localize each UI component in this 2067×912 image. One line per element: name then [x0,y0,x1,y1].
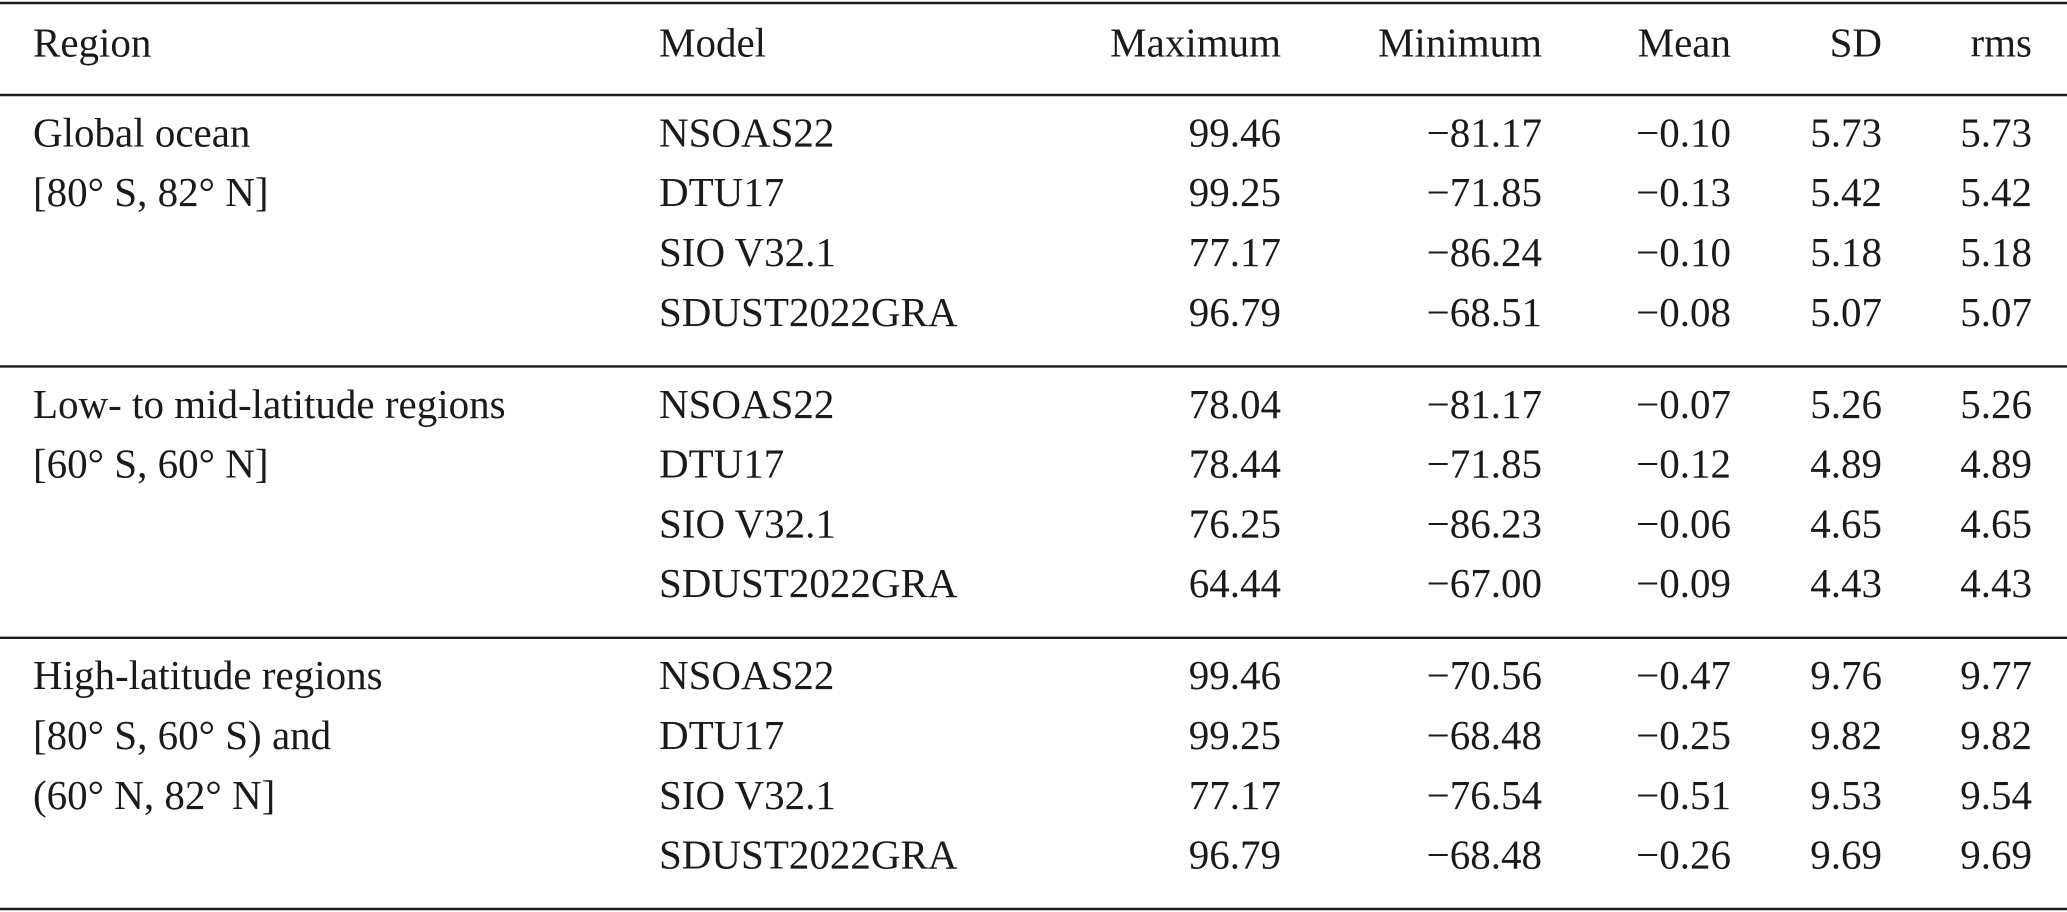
value-cell: 4.43 [1960,560,2032,606]
value-cell: 99.25 [1189,712,1281,758]
region-cell: (60° N, 82° N] [33,772,275,818]
value-cell: −0.25 [1636,712,1731,758]
value-cell: 9.69 [1810,832,1882,878]
value-cell: −0.26 [1636,832,1731,878]
value-cell: −0.09 [1636,560,1731,606]
region-cell: Global ocean [33,109,250,155]
value-cell: −70.56 [1427,652,1542,698]
value-cell: −0.10 [1636,109,1731,155]
value-cell: 78.44 [1189,441,1281,487]
value-cell: 5.73 [1960,109,2032,155]
model-cell: NSOAS22 [659,381,834,427]
region-cell: [80° S, 60° S) and [33,712,331,758]
value-cell: 5.07 [1960,289,2032,335]
model-cell: DTU17 [659,169,784,215]
value-cell: 5.26 [1810,381,1882,427]
value-cell: 99.25 [1189,169,1281,215]
value-cell: 4.43 [1810,560,1882,606]
value-cell: 77.17 [1189,229,1281,275]
model-cell: NSOAS22 [659,652,834,698]
value-cell: 9.82 [1960,712,2032,758]
value-cell: −81.17 [1427,381,1542,427]
header-cell: Model [659,19,766,65]
value-cell: −71.85 [1427,169,1542,215]
header-cell: SD [1830,19,1882,65]
value-cell: −0.06 [1636,500,1731,546]
region-cell: High-latitude regions [33,652,383,698]
value-cell: 4.65 [1960,500,2032,546]
value-cell: −0.51 [1636,772,1731,818]
header-cell: Mean [1638,19,1731,65]
model-cell: SDUST2022GRA [659,832,958,878]
value-cell: −0.07 [1636,381,1731,427]
value-cell: −68.51 [1427,289,1542,335]
model-cell: DTU17 [659,712,784,758]
value-cell: 5.18 [1960,229,2032,275]
header-cell: Minimum [1378,19,1542,65]
value-cell: 9.69 [1960,832,2032,878]
value-cell: 4.89 [1960,441,2032,487]
value-cell: 4.65 [1810,500,1882,546]
value-cell: 5.18 [1810,229,1882,275]
value-cell: 9.53 [1810,772,1882,818]
value-cell: −0.10 [1636,229,1731,275]
value-cell: 76.25 [1189,500,1281,546]
value-cell: −81.17 [1427,109,1542,155]
value-cell: −0.12 [1636,441,1731,487]
header-cell: Maximum [1110,19,1281,65]
model-cell: NSOAS22 [659,109,834,155]
model-cell: SIO V32.1 [659,229,836,275]
value-cell: −0.08 [1636,289,1731,335]
value-cell: −0.47 [1636,652,1731,698]
value-cell: −0.13 [1636,169,1731,215]
value-cell: −68.48 [1427,832,1542,878]
value-cell: 9.82 [1810,712,1882,758]
value-cell: 5.73 [1810,109,1882,155]
value-cell: −71.85 [1427,441,1542,487]
value-cell: −68.48 [1427,712,1542,758]
region-cell: [60° S, 60° N] [33,441,269,487]
model-cell: SDUST2022GRA [659,289,958,335]
value-cell: 77.17 [1189,772,1281,818]
value-cell: −76.54 [1427,772,1542,818]
value-cell: 4.89 [1810,441,1882,487]
value-cell: 96.79 [1189,289,1281,335]
header-cell: Region [33,19,151,65]
value-cell: −86.23 [1427,500,1542,546]
value-cell: 9.54 [1960,772,2032,818]
value-cell: 78.04 [1189,381,1281,427]
value-cell: 99.46 [1189,109,1281,155]
value-cell: −86.24 [1427,229,1542,275]
model-cell: SIO V32.1 [659,772,836,818]
value-cell: 99.46 [1189,652,1281,698]
region-cell: [80° S, 82° N] [33,169,269,215]
value-cell: −67.00 [1427,560,1542,606]
value-cell: 5.26 [1960,381,2032,427]
value-cell: 9.76 [1810,652,1882,698]
value-cell: 5.42 [1810,169,1882,215]
value-cell: 5.07 [1810,289,1882,335]
value-cell: 9.77 [1960,652,2032,698]
model-cell: DTU17 [659,441,784,487]
model-cell: SIO V32.1 [659,500,836,546]
model-cell: SDUST2022GRA [659,560,958,606]
region-cell: Low- to mid-latitude regions [33,381,506,427]
value-cell: 5.42 [1960,169,2032,215]
header-cell: rms [1971,19,2033,65]
value-cell: 64.44 [1189,560,1281,606]
value-cell: 96.79 [1189,832,1281,878]
